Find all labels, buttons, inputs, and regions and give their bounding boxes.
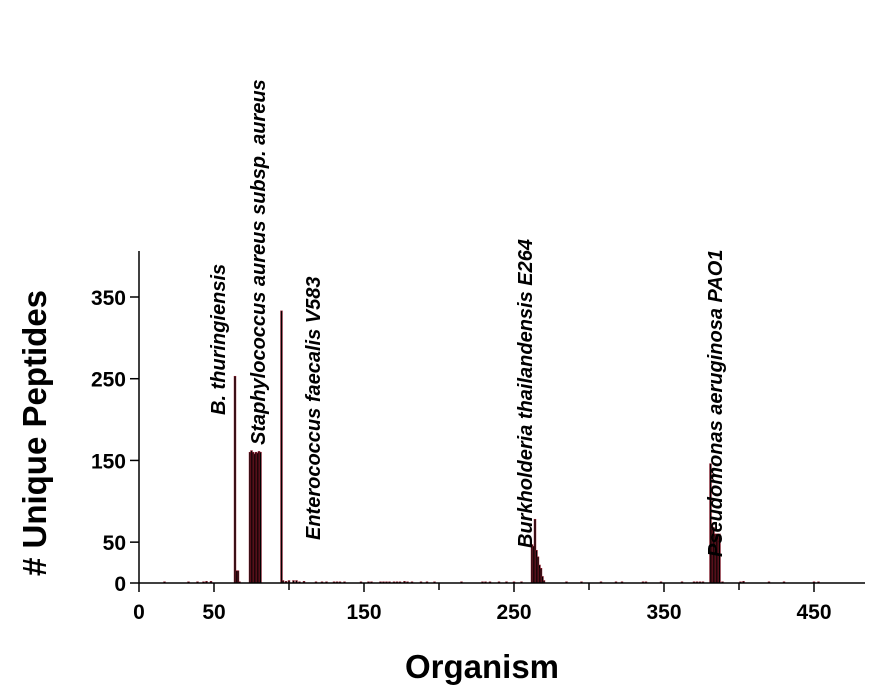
organism-annotation: B. thuringiensis [208,264,230,415]
x-tick-label: 0 [133,601,145,624]
bar [280,310,283,584]
organism-annotation: Burkholderia thailandensis E264 [515,239,537,548]
y-axis-title: # Unique Peptides [16,290,53,576]
y-tick-label: 250 [91,369,126,392]
organism-annotation: Staphylococcus aureus subsp. aureus [248,79,270,445]
y-tick-label: 150 [91,450,126,473]
annotations-group: B. thuringiensis Staphylococcus aureus su… [208,79,727,557]
ticks-group: 0 50 150 250 350 0 50 150 250 350 450 [91,287,832,624]
x-tick-label: 50 [202,601,225,624]
organism-annotation: Pseudomonas aeruginosa PAO1 [705,250,727,558]
x-axis-title: Organism [405,648,559,685]
y-tick-label: 0 [114,573,126,596]
bar [233,375,237,584]
x-tick-label: 450 [796,601,831,624]
organism-annotation: Enterococcus faecalis V583 [303,277,325,540]
bar [259,451,262,584]
y-tick-label: 50 [103,532,126,555]
bars-group [163,310,820,584]
x-tick-label: 250 [496,601,531,624]
y-tick-label: 350 [91,287,126,310]
bar [236,570,240,584]
x-tick-label: 350 [646,601,681,624]
x-tick-label: 150 [346,601,381,624]
